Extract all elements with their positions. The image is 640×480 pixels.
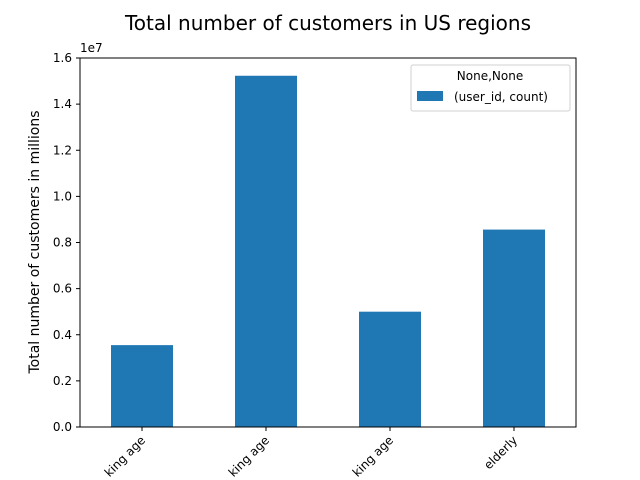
x-tick-label: king age bbox=[350, 433, 396, 479]
bar bbox=[483, 229, 545, 427]
x-tick-label: elderly bbox=[481, 433, 520, 472]
y-tick-label: 1.4 bbox=[53, 97, 72, 111]
legend: None,None (user_id, count) bbox=[410, 64, 571, 112]
x-tick-label: king age bbox=[226, 433, 272, 479]
x-tick-label: king age bbox=[102, 433, 148, 479]
bar bbox=[359, 311, 421, 427]
y-tick-label: 0.4 bbox=[53, 328, 72, 342]
y-tick-label: 0.0 bbox=[53, 420, 72, 434]
y-axis-offset-text: 1e7 bbox=[80, 41, 103, 55]
y-tick-label: 1.0 bbox=[53, 189, 72, 203]
y-tick-label: 0.6 bbox=[53, 282, 72, 296]
y-tick-label: 0.2 bbox=[53, 374, 72, 388]
bar bbox=[111, 345, 173, 427]
y-tick-label: 1.2 bbox=[53, 143, 72, 157]
legend-label: (user_id, count) bbox=[454, 90, 548, 104]
legend-frame bbox=[410, 64, 571, 112]
y-tick-label: 0.8 bbox=[53, 236, 72, 250]
legend-title: None,None bbox=[457, 69, 523, 83]
y-axis-label: Total number of customers in millions bbox=[27, 111, 43, 375]
plot-area: 0.0 0.2 0.4 0.6 0.8 1.0 1.2 1.4 1.6 king age king … bbox=[53, 51, 577, 480]
chart-title: Total number of customers in US regions bbox=[124, 11, 531, 35]
bar bbox=[235, 75, 297, 428]
y-tick-label: 1.6 bbox=[53, 51, 72, 65]
legend-swatch bbox=[417, 91, 443, 101]
